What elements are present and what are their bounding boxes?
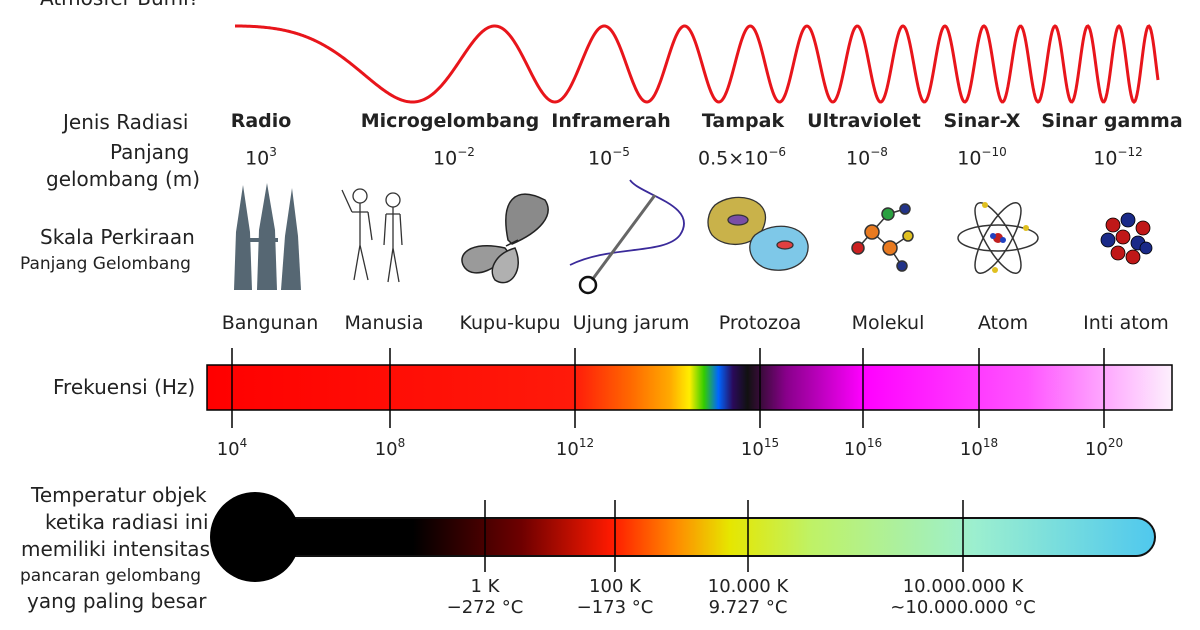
scale-object-nucleus: Inti atom [1083,312,1169,334]
label-temp-5: yang paling besar [27,589,207,613]
label-temp-1: Temperatur objek [31,483,207,507]
label-scale-1: Skala Perkiraan [40,225,195,249]
wavelength-infrared: 10−5 [588,145,630,170]
temp-tick-label: 10.000.000 K ~10.000.000 °C [890,576,1036,618]
wavelength-radio: 103 [245,145,277,170]
wavelength-microwave: 10−2 [433,145,475,170]
scale-object-building: Bangunan [221,312,319,334]
atom-icon [957,202,1039,274]
radiation-type-gamma: Sinar gamma [1041,110,1183,132]
temp-tick-label: 1 K −272 °C [446,576,524,618]
scale-object-atom: Atom [977,312,1029,334]
butterfly-icon [461,193,549,284]
wavelength-ultraviolet: 10−8 [846,145,888,170]
scale-object-needle: Ujung jarum [572,312,690,334]
radiation-type-infrared: Inframerah [551,110,671,132]
scale-object-protozoa: Protozoa [718,312,802,334]
frequency-spectrum-bar [206,364,1173,411]
scale-object-humans: Manusia [344,312,424,334]
radiation-type-radio: Radio [230,110,292,132]
wave-line [235,24,1160,104]
temp-tick-label: 100 K −173 °C [576,576,654,618]
freq-tick-label: 1020 [1084,436,1124,460]
label-wavelength-1: Panjang [110,140,190,164]
wavelength-xray: 10−10 [957,145,1007,170]
freq-tick-label: 1016 [843,436,883,460]
wavelength-gamma: 10−12 [1093,145,1143,170]
label-frequency: Frekuensi (Hz) [53,375,196,399]
temp-tick-label: 10.000 K 9.727 °C [707,576,789,618]
thermometer-bulb [210,492,300,582]
radiation-type-xray: Sinar-X [943,110,1021,132]
radiation-type-microwave: Microgelombang [360,110,540,132]
freq-tick-label: 1012 [555,436,595,460]
label-wavelength-2: gelombang (m) [46,167,201,191]
thermometer-tube [249,517,1156,557]
protozoa-icon [707,196,809,271]
freq-tick-label: 1018 [959,436,999,460]
wavelength-visible: 0.5×10−6 [697,145,787,170]
header-question: Atmosfer Bumi? [40,0,199,10]
scale-object-molecule: Molekul [851,312,925,334]
label-radiation-type: Jenis Radiasi [63,110,189,134]
radiation-type-visible: Tampak [701,110,785,132]
nucleus-icon [1100,212,1153,265]
label-temp-2: ketika radiasi ini [45,510,209,534]
radiation-type-ultraviolet: Ultraviolet [807,110,921,132]
freq-tick-label: 104 [216,436,248,460]
label-temp-3: memiliki intensitas [21,537,210,561]
label-temp-4: pancaran gelombang [20,566,202,586]
freq-tick-label: 1015 [740,436,780,460]
molecule-icon [851,203,914,272]
label-scale-2: Panjang Gelombang [20,254,191,274]
freq-tick-label: 108 [374,436,406,460]
building-icon [234,183,301,290]
scale-object-butterfly: Kupu-kupu [459,312,561,334]
humans-icon [341,188,403,283]
needle-icon [569,179,685,295]
